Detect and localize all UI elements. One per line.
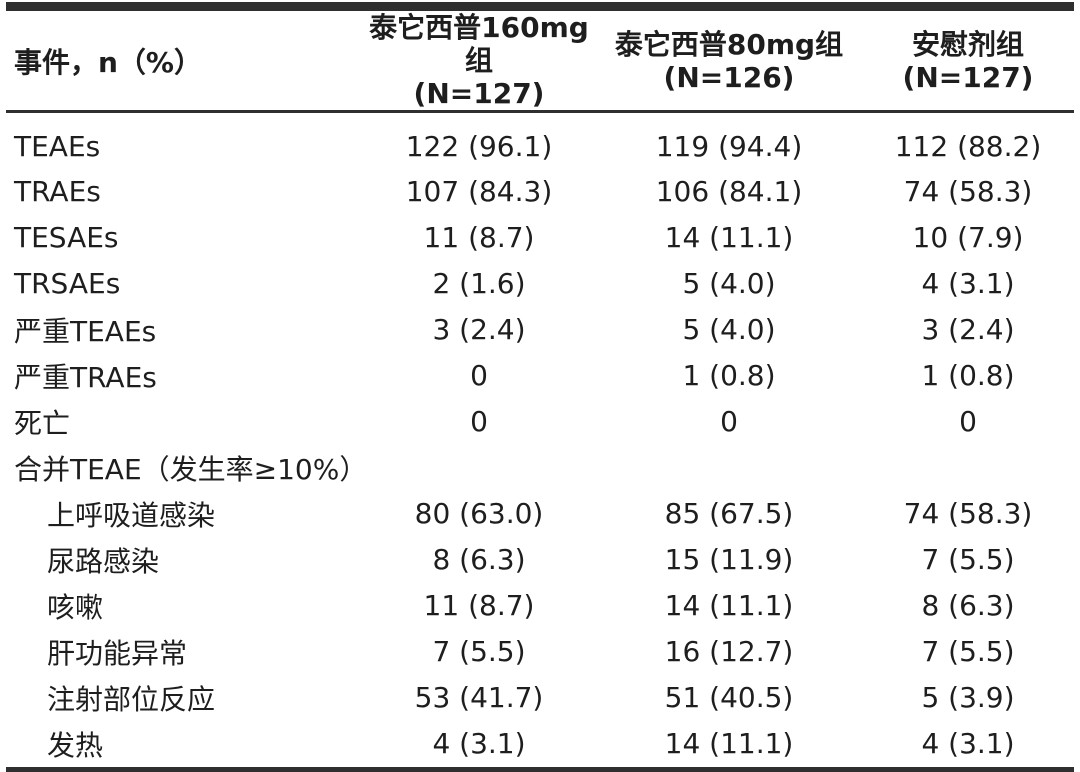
value-cell-80mg: 14 (11.1) xyxy=(664,727,794,760)
table-row: TRAEs 107 (84.3) 106 (84.1) 74 (58.3) xyxy=(6,169,1074,215)
value-cell-placebo: 5 (3.9) xyxy=(921,681,1015,714)
value-cell-160mg: 0 xyxy=(470,359,488,392)
value-cell-160mg: 0 xyxy=(470,405,488,438)
row-label: 死亡 xyxy=(14,406,71,440)
value-cell-160mg: 80 (63.0) xyxy=(414,497,544,530)
value-cell-placebo: 74 (58.3) xyxy=(903,497,1033,530)
table-row: 上呼吸道感染 80 (63.0) 85 (67.5) 74 (58.3) xyxy=(6,491,1074,537)
group-160mg-n: (N=127) xyxy=(413,77,545,110)
value-cell-160mg: 53 (41.7) xyxy=(414,681,544,714)
value-cell-80mg: 106 (84.1) xyxy=(655,175,803,208)
value-cell-80mg: 85 (67.5) xyxy=(664,497,794,530)
group-160mg-label: 泰它西普160mg组 xyxy=(369,11,589,77)
row-label: 咳嗽 xyxy=(47,590,104,624)
value-cell-placebo: 3 (2.4) xyxy=(921,313,1015,346)
value-cell-80mg: 0 xyxy=(720,405,738,438)
header-group-80mg: 泰它西普80mg组 (N=126) xyxy=(596,6,862,113)
group-placebo-label: 安慰剂组 xyxy=(911,27,1024,61)
table-row: 尿路感染 8 (6.3) 15 (11.9) 7 (5.5) xyxy=(6,537,1074,583)
value-cell-160mg: 3 (2.4) xyxy=(432,313,526,346)
value-cell-placebo: 74 (58.3) xyxy=(903,175,1033,208)
row-label: 发热 xyxy=(47,728,104,762)
value-cell-placebo: 7 (5.5) xyxy=(921,543,1015,576)
group-80mg-n: (N=126) xyxy=(663,60,795,94)
row-label: 严重TRAEs xyxy=(14,360,157,394)
value-cell-80mg: 15 (11.9) xyxy=(664,543,794,576)
row-label: 肝功能异常 xyxy=(47,636,188,670)
value-cell-160mg: 107 (84.3) xyxy=(405,175,553,208)
value-cell-160mg: 11 (8.7) xyxy=(423,589,535,622)
table-row: 死亡 0 0 0 xyxy=(6,399,1074,445)
value-cell-160mg: 4 (3.1) xyxy=(432,727,526,760)
row-label: 上呼吸道感染 xyxy=(47,498,216,532)
header-row: 事件，n（%） 泰它西普160mg组 (N=127) 泰它西普80mg组 (N=… xyxy=(6,6,1074,113)
value-cell-placebo: 1 (0.8) xyxy=(921,359,1015,392)
section-row-label: 合并TEAE（发生率≥10%） xyxy=(14,452,368,486)
table-body: TEAEs 122 (96.1) 119 (94.4) 112 (88.2) T… xyxy=(6,112,1074,770)
value-cell-placebo: 8 (6.3) xyxy=(921,589,1015,622)
value-cell-80mg: 16 (12.7) xyxy=(664,635,794,668)
adverse-events-table: 事件，n（%） 泰它西普160mg组 (N=127) 泰它西普80mg组 (N=… xyxy=(6,2,1074,772)
value-cell-placebo xyxy=(862,445,1074,491)
table-row: TEAEs 122 (96.1) 119 (94.4) 112 (88.2) xyxy=(6,112,1074,169)
value-cell-80mg xyxy=(596,445,862,491)
value-cell-80mg: 5 (4.0) xyxy=(682,313,776,346)
table-row: 注射部位反应 53 (41.7) 51 (40.5) 5 (3.9) xyxy=(6,675,1074,721)
table-row: 严重TEAEs 3 (2.4) 5 (4.0) 3 (2.4) xyxy=(6,307,1074,353)
table-header: 事件，n（%） 泰它西普160mg组 (N=127) 泰它西普80mg组 (N=… xyxy=(6,6,1074,113)
value-cell-placebo: 4 (3.1) xyxy=(921,727,1015,760)
group-placebo-n: (N=127) xyxy=(902,60,1034,94)
value-cell-160mg: 8 (6.3) xyxy=(432,543,526,576)
value-cell-160mg: 11 (8.7) xyxy=(423,221,535,254)
table-row: 咳嗽 11 (8.7) 14 (11.1) 8 (6.3) xyxy=(6,583,1074,629)
row-label: TEAEs xyxy=(14,129,101,163)
table-row: TRSAEs 2 (1.6) 5 (4.0) 4 (3.1) xyxy=(6,261,1074,307)
value-cell-placebo: 4 (3.1) xyxy=(921,267,1015,300)
table-row: 发热 4 (3.1) 14 (11.1) 4 (3.1) xyxy=(6,721,1074,770)
value-cell-placebo: 112 (88.2) xyxy=(894,129,1042,163)
value-cell-80mg: 14 (11.1) xyxy=(664,221,794,254)
group-80mg-label: 泰它西普80mg组 xyxy=(614,27,844,61)
row-label: TESAEs xyxy=(14,221,119,254)
row-label: 注射部位反应 xyxy=(47,682,216,716)
value-cell-placebo: 7 (5.5) xyxy=(921,635,1015,668)
value-cell-160mg: 122 (96.1) xyxy=(405,129,553,163)
header-group-placebo: 安慰剂组 (N=127) xyxy=(862,6,1074,113)
value-cell-80mg: 14 (11.1) xyxy=(664,589,794,622)
header-group-160mg: 泰它西普160mg组 (N=127) xyxy=(362,6,596,113)
value-cell-placebo: 0 xyxy=(959,405,977,438)
value-cell-80mg: 1 (0.8) xyxy=(682,359,776,392)
value-cell-160mg: 2 (1.6) xyxy=(432,267,526,300)
row-label: 尿路感染 xyxy=(47,544,160,578)
value-cell-160mg xyxy=(362,445,596,491)
row-label: 严重TEAEs xyxy=(14,314,157,348)
value-cell-placebo: 10 (7.9) xyxy=(912,221,1024,254)
table-row: 严重TRAEs 0 1 (0.8) 1 (0.8) xyxy=(6,353,1074,399)
table-row: TESAEs 11 (8.7) 14 (11.1) 10 (7.9) xyxy=(6,215,1074,261)
value-cell-160mg: 7 (5.5) xyxy=(432,635,526,668)
value-cell-80mg: 5 (4.0) xyxy=(682,267,776,300)
table-row: 合并TEAE（发生率≥10%） xyxy=(6,445,1074,491)
header-event-column-label: 事件，n（%） xyxy=(6,6,362,113)
row-label: TRAEs xyxy=(14,175,101,208)
value-cell-80mg: 51 (40.5) xyxy=(664,681,794,714)
value-cell-80mg: 119 (94.4) xyxy=(655,129,803,163)
table-row: 肝功能异常 7 (5.5) 16 (12.7) 7 (5.5) xyxy=(6,629,1074,675)
row-label: TRSAEs xyxy=(14,267,121,300)
